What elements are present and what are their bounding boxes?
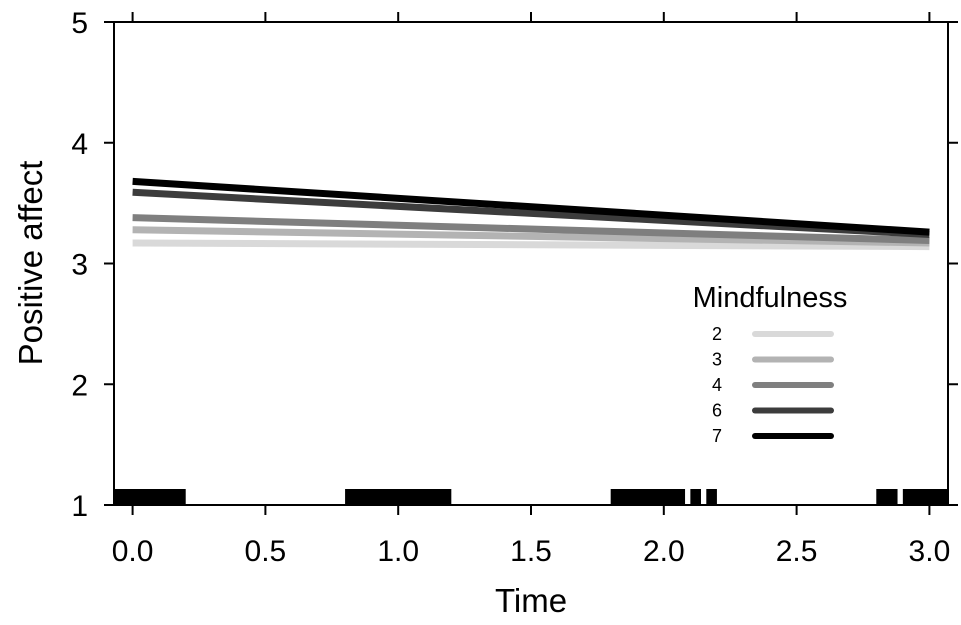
- series-line-2: [132, 239, 930, 251]
- legend-label-4: 4: [712, 375, 722, 395]
- x-tick-label: 0.5: [245, 535, 287, 568]
- series-line-6: [132, 188, 930, 239]
- x-axis-title: Time: [495, 582, 567, 619]
- rug-marks: [114, 489, 948, 505]
- x-tick-label: 0.0: [112, 535, 154, 568]
- series-line-7: [132, 177, 930, 236]
- rug-segment: [902, 489, 948, 505]
- legend-label-7: 7: [712, 426, 722, 446]
- rug-segment: [706, 489, 717, 505]
- y-tick-label: 1: [71, 490, 88, 523]
- y-axis-title: Positive affect: [12, 161, 49, 366]
- plot-frame: [113, 21, 949, 506]
- rug-segment: [876, 489, 898, 505]
- legend-title: Mindfulness: [693, 282, 848, 314]
- rug-segment: [114, 489, 186, 505]
- x-tick-label: 2.5: [776, 535, 818, 568]
- x-tick-label: 1.0: [377, 535, 419, 568]
- y-axis-ticks: 1 2 3 4 5: [71, 7, 958, 523]
- rug-segment: [345, 489, 452, 505]
- y-tick-label: 3: [71, 249, 88, 282]
- series-line-4: [132, 214, 930, 245]
- rug-segment: [690, 489, 701, 505]
- legend-label-6: 6: [712, 401, 722, 421]
- y-tick-label: 2: [71, 369, 88, 402]
- legend: Mindfulness 2 3 4 6 7: [693, 282, 848, 446]
- rug-segment: [610, 489, 686, 505]
- legend-label-3: 3: [712, 350, 722, 370]
- y-tick-label: 4: [71, 128, 88, 161]
- legend-label-2: 2: [712, 324, 722, 344]
- series-line-3: [132, 226, 930, 247]
- x-axis-ticks: 0.0 0.5 1.0 1.5 2.0 2.5 3.0: [112, 12, 951, 568]
- y-tick-label: 5: [71, 7, 88, 40]
- x-tick-label: 2.0: [643, 535, 685, 568]
- x-tick-label: 1.5: [510, 535, 552, 568]
- series-lines: [132, 177, 930, 251]
- x-tick-label: 3.0: [909, 535, 951, 568]
